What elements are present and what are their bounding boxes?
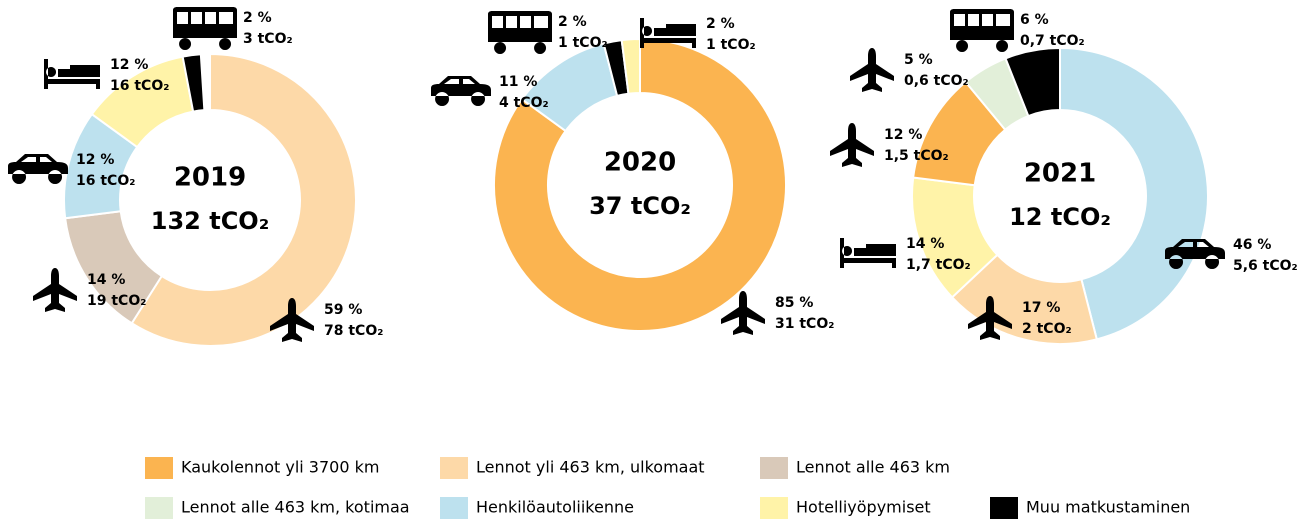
- legend-swatch: [145, 457, 173, 479]
- total-label: 37 tCO₂: [589, 192, 691, 220]
- value-label: 59 %: [324, 302, 362, 318]
- icon: [721, 291, 765, 335]
- icon: [850, 48, 894, 92]
- icon: [968, 296, 1012, 340]
- value-label: 6 %: [1020, 12, 1049, 28]
- legend-swatch: [440, 497, 468, 519]
- emission-label: 1 tCO₂: [558, 35, 608, 51]
- value-label: 17 %: [1022, 300, 1060, 316]
- icon: [44, 59, 100, 89]
- slice: [493, 37, 787, 332]
- chart-title: 2021: [1024, 159, 1096, 189]
- emission-label: 5,6 tCO₂: [1233, 258, 1298, 274]
- icon: [950, 9, 1014, 52]
- legend-label: Muu matkustaminen: [1026, 498, 1190, 517]
- legend-label: Lennot alle 463 km, kotimaa: [181, 498, 410, 517]
- emission-label: 78 tCO₂: [324, 323, 383, 339]
- value-label: 14 %: [906, 236, 944, 252]
- icon: [431, 76, 491, 106]
- value-label: 2 %: [243, 10, 272, 26]
- emission-label: 0,7 tCO₂: [1020, 33, 1085, 49]
- chart-title: 2019: [174, 163, 246, 193]
- icon: [1165, 239, 1225, 269]
- emission-label: 2 tCO₂: [1022, 321, 1072, 337]
- emission-label: 16 tCO₂: [76, 173, 135, 189]
- emission-label: 1,7 tCO₂: [906, 257, 971, 273]
- emission-label: 1 tCO₂: [706, 37, 756, 53]
- icon: [33, 268, 77, 312]
- icon: [173, 7, 237, 50]
- value-label: 11 %: [499, 74, 537, 90]
- legend-label: Kaukolennot yli 3700 km: [181, 458, 379, 477]
- legend-swatch: [760, 457, 788, 479]
- total-label: 132 tCO₂: [151, 207, 269, 235]
- legend-swatch: [760, 497, 788, 519]
- chart-title: 2020: [604, 148, 676, 178]
- slice: [1004, 46, 1061, 118]
- slice: [130, 52, 357, 347]
- value-label: 46 %: [1233, 237, 1271, 253]
- emission-label: 4 tCO₂: [499, 95, 549, 111]
- value-label: 5 %: [904, 52, 933, 68]
- icon: [8, 154, 68, 184]
- value-label: 12 %: [110, 57, 148, 73]
- legend-label: Hotelliyöpymiset: [796, 498, 931, 517]
- legend-label: Lennot alle 463 km: [796, 458, 950, 477]
- emission-label: 19 tCO₂: [87, 293, 146, 309]
- total-label: 12 tCO₂: [1009, 203, 1111, 231]
- value-label: 14 %: [87, 272, 125, 288]
- value-label: 12 %: [884, 127, 922, 143]
- icon: [270, 298, 314, 342]
- icon: [488, 11, 552, 54]
- emission-label: 31 tCO₂: [775, 316, 834, 332]
- legend-label: Henkilöautoliikenne: [476, 498, 634, 517]
- value-label: 2 %: [558, 14, 587, 30]
- icon: [640, 18, 696, 48]
- value-label: 12 %: [76, 152, 114, 168]
- emission-label: 0,6 tCO₂: [904, 73, 969, 89]
- emission-label: 16 tCO₂: [110, 78, 169, 94]
- icon: [830, 123, 874, 167]
- legend-label: Lennot yli 463 km, ulkomaat: [476, 458, 705, 477]
- value-label: 85 %: [775, 295, 813, 311]
- legend-swatch: [145, 497, 173, 519]
- value-label: 2 %: [706, 16, 735, 32]
- emission-label: 3 tCO₂: [243, 31, 293, 47]
- icon: [840, 238, 896, 268]
- emission-label: 1,5 tCO₂: [884, 148, 949, 164]
- legend-swatch: [440, 457, 468, 479]
- slice: [620, 37, 641, 95]
- slice: [181, 53, 206, 113]
- legend-swatch: [990, 497, 1018, 519]
